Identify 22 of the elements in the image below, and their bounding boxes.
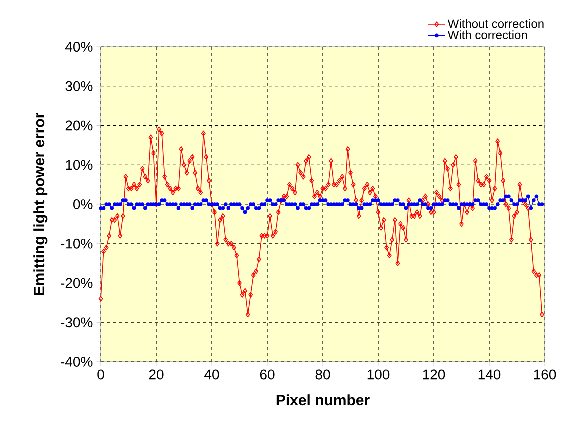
- x-tick-label: 40: [204, 370, 220, 380]
- x-tick-label: 0: [98, 370, 104, 380]
- x-tick-label: 100: [368, 370, 390, 380]
- y-tick-label: -10%: [61, 238, 93, 249]
- x-tick-label: 80: [316, 370, 330, 380]
- x-tick-label: 20: [149, 370, 164, 380]
- x-tick-label: 120: [423, 370, 446, 380]
- y-tick-label: 20%: [66, 120, 93, 131]
- y-tick-label: 40%: [66, 42, 93, 52]
- y-tick-label: 0%: [74, 200, 93, 210]
- legend-label: With correction: [448, 30, 528, 40]
- y-tick-label: -40%: [61, 357, 93, 367]
- x-tick-label: 60: [260, 370, 275, 380]
- x-tick-label: 160: [534, 370, 556, 380]
- y-tick-label: -20%: [61, 278, 93, 288]
- x-tick-label: 140: [478, 370, 501, 380]
- y-tick-label: 30%: [66, 81, 93, 92]
- y-axis-title: Emitting light power error: [34, 113, 48, 296]
- y-tick-label: 10%: [66, 160, 93, 170]
- legend-label: Without correction: [448, 19, 544, 28]
- x-axis-title: Pixel number: [276, 394, 370, 406]
- y-tick-label: -30%: [61, 318, 93, 328]
